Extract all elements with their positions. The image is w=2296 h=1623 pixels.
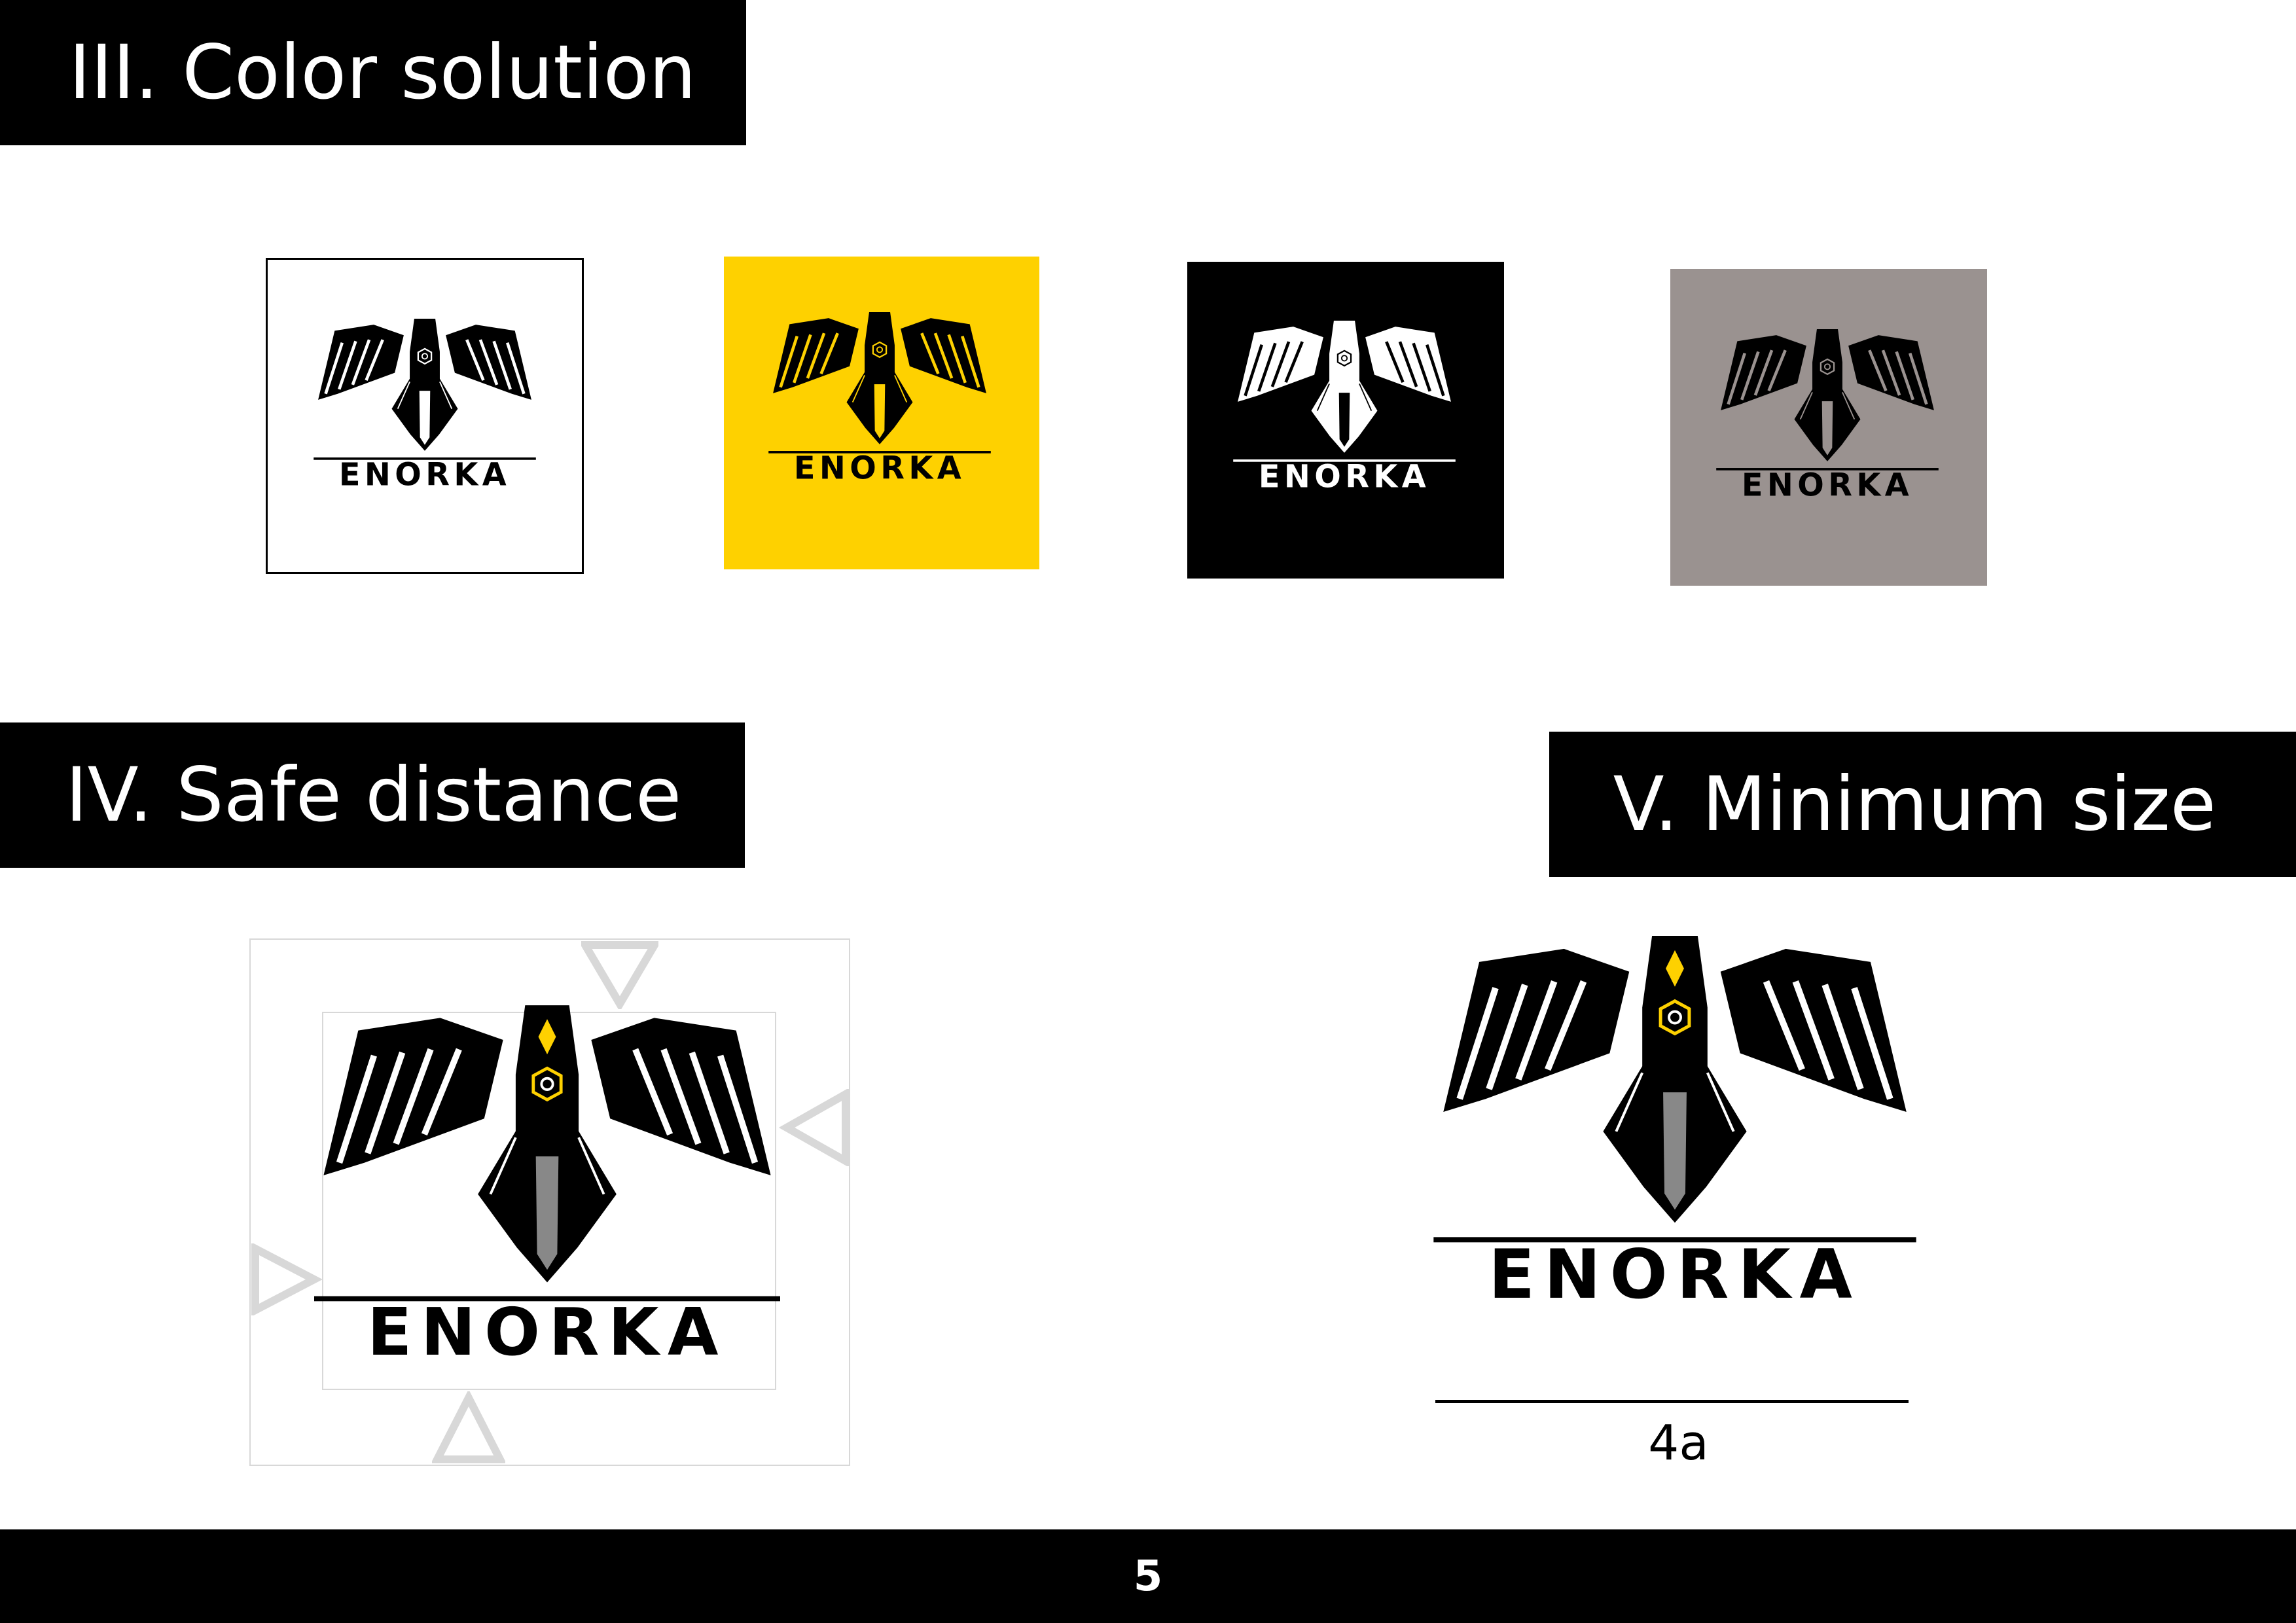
logo-swatch-black: ENORKA [1187, 262, 1504, 579]
logo-swatch-white: ENORKA [266, 258, 584, 574]
triangle-marker-icon [432, 1391, 505, 1463]
svg-text:ENORKA: ENORKA [367, 1294, 727, 1358]
section-title-safe-distance: IV. Safe distance [0, 722, 745, 868]
enorka-logo-icon: ENORKA [314, 1005, 780, 1370]
page-number: 5 [1133, 1552, 1163, 1601]
enorka-logo-icon: ENORKA [1233, 321, 1456, 489]
enorka-logo-icon: ENORKA [1433, 936, 1916, 1314]
logo-safe-distance: ENORKA [314, 1005, 780, 1370]
safe-distance-outer-frame [249, 938, 850, 1466]
size-measure-rule [1435, 1400, 1909, 1403]
logo-swatch-yellow: ENORKA [724, 257, 1039, 569]
section-title-text: IV. Safe distance [65, 751, 682, 838]
triangle-marker-icon [251, 1243, 323, 1315]
enorka-logo-icon: ENORKA [768, 312, 991, 480]
size-measure-label: 4a [1648, 1415, 1709, 1471]
enorka-logo-icon: ENORKA [314, 319, 536, 487]
svg-text:ENORKA: ENORKA [1488, 1236, 1861, 1301]
section-title-text: V. Minimum size [1613, 760, 2216, 847]
section-title-color-solution: III. Color solution [0, 0, 746, 145]
section-title-minimum-size: V. Minimum size [1549, 732, 2296, 877]
triangle-marker-icon [581, 941, 658, 1009]
svg-text:ENORKA: ENORKA [1742, 468, 1913, 497]
page-footer: 5 [0, 1529, 2296, 1623]
enorka-logo-icon: ENORKA [1716, 329, 1939, 497]
svg-text:ENORKA: ENORKA [1259, 459, 1430, 489]
logo-swatch-grey: ENORKA [1670, 269, 1987, 586]
triangle-marker-icon [778, 1089, 850, 1166]
section-title-text: III. Color solution [69, 29, 696, 116]
logo-minimum-size: ENORKA [1433, 936, 1916, 1314]
svg-text:ENORKA: ENORKA [794, 451, 965, 480]
svg-text:ENORKA: ENORKA [339, 457, 511, 487]
